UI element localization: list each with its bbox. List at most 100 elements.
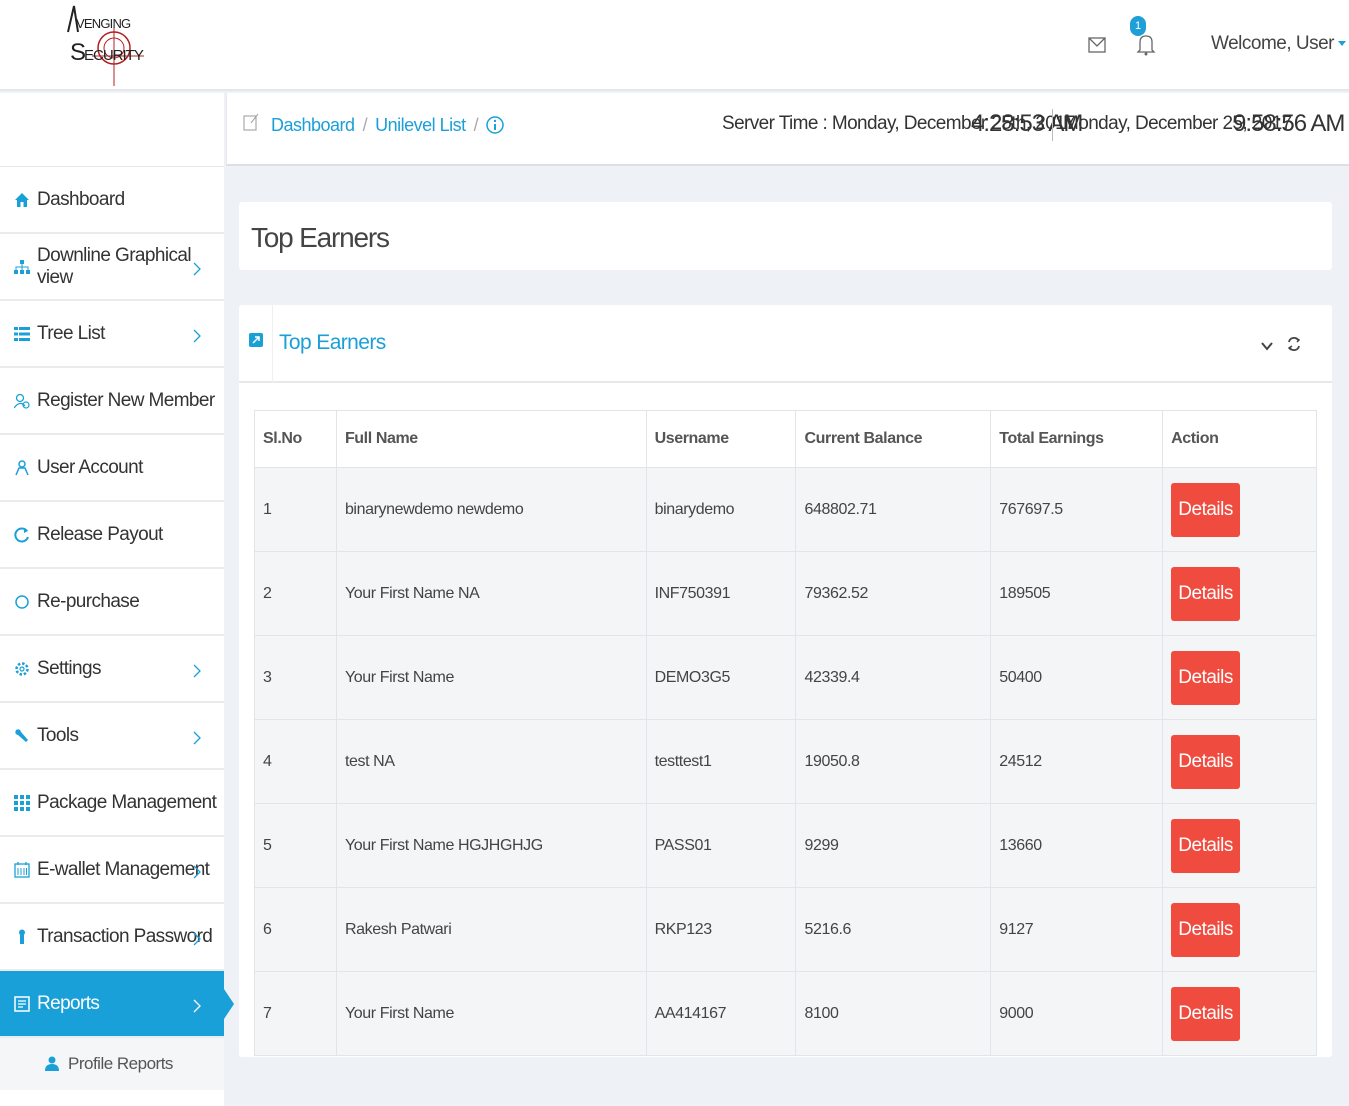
- cell-current-balance: 9299: [795, 803, 992, 888]
- cell-username: testtest1: [645, 719, 797, 804]
- sidebar-item-tree-list[interactable]: Tree List: [0, 301, 224, 368]
- report-icon: [14, 995, 30, 1012]
- chevron-right-icon: [192, 327, 202, 343]
- top-earners-portlet: Top Earners Sl.No Full Name Username Cur…: [239, 305, 1332, 1057]
- collapse-icon[interactable]: [1261, 339, 1273, 351]
- breadcrumb: Dashboard / Unilevel List /: [271, 115, 504, 136]
- sidebar-item-settings[interactable]: Settings: [0, 636, 224, 703]
- cell-total-earnings: 24512: [990, 719, 1164, 804]
- cell-total-earnings: 767697.5: [990, 467, 1164, 552]
- chevron-right-icon: [192, 260, 202, 276]
- chevron-right-icon: [192, 997, 202, 1013]
- edit-icon: [243, 113, 259, 131]
- details-button[interactable]: Details: [1171, 734, 1241, 789]
- calendar-icon: [14, 861, 30, 878]
- cell-slno: 5: [254, 803, 337, 888]
- cell-current-balance: 79362.52: [795, 551, 992, 636]
- table-header-row: Sl.No Full Name Username Current Balance…: [254, 410, 1317, 468]
- details-button[interactable]: Details: [1171, 566, 1241, 621]
- gear-icon: [14, 661, 30, 677]
- cell-slno: 3: [254, 635, 337, 720]
- breadcrumb-unilevel-list[interactable]: Unilevel List: [375, 115, 466, 135]
- sidebar-subitem-profile-reports[interactable]: Profile Reports: [0, 1038, 224, 1090]
- details-button[interactable]: Details: [1171, 986, 1241, 1041]
- sidebar-item-user-account[interactable]: User Account: [0, 435, 224, 502]
- sidebar-item-release-payout[interactable]: Release Payout: [0, 502, 224, 569]
- top-header: VENGING S ECURITY 1 Welcome, User: [0, 0, 1349, 91]
- cell-current-balance: 648802.71: [795, 467, 992, 552]
- logo-graphic: VENGING S ECURITY: [67, 5, 145, 86]
- sidebar-item-label: Re-purchase: [37, 590, 140, 612]
- sidebar-item-label: Tree List: [37, 322, 105, 344]
- details-button[interactable]: Details: [1171, 818, 1241, 873]
- header-current-balance[interactable]: Current Balance: [795, 410, 992, 468]
- key-icon: [14, 929, 30, 945]
- cell-total-earnings: 9000: [990, 971, 1164, 1056]
- local-date: Monday, December 25, 2017: [1063, 113, 1292, 134]
- sidebar-subitem-label: Profile Reports: [68, 1054, 173, 1073]
- cell-username: binarydemo: [645, 467, 797, 552]
- sidebar-item-transaction-password[interactable]: Transaction Password: [0, 904, 224, 971]
- cell-total-earnings: 13660: [990, 803, 1164, 888]
- welcome-text: Welcome, User: [1211, 33, 1335, 54]
- divider: [1052, 109, 1053, 141]
- chevron-right-icon: [192, 930, 202, 946]
- sidebar-item-reports[interactable]: Reports: [0, 971, 234, 1038]
- info-icon[interactable]: [486, 116, 504, 134]
- sidebar-top-spacer: [0, 93, 224, 167]
- sidebar-item-ewallet[interactable]: E-wallet Management: [0, 837, 224, 904]
- home-icon: [14, 192, 30, 208]
- sidebar-item-label: Dashboard: [37, 188, 125, 210]
- header-action: Action: [1162, 410, 1317, 468]
- cell-full-name: Your First Name: [335, 971, 647, 1056]
- sidebar-item-label: Reports: [37, 992, 100, 1014]
- svg-text:S: S: [70, 39, 85, 66]
- list-icon: [14, 326, 30, 342]
- breadcrumb-dashboard[interactable]: Dashboard: [271, 115, 355, 135]
- logo[interactable]: VENGING S ECURITY: [66, 4, 146, 88]
- details-button[interactable]: Details: [1171, 482, 1241, 537]
- share-icon: [249, 333, 263, 347]
- sidebar-item-label: Downline Graphical view: [37, 244, 192, 288]
- svg-text:ECURITY: ECURITY: [84, 47, 144, 64]
- user-add-icon: [14, 393, 30, 409]
- table-row: 4 test NA testtest1 19050.8 24512 Detail…: [254, 719, 1317, 804]
- mail-icon[interactable]: [1088, 36, 1106, 54]
- sidebar-item-repurchase[interactable]: Re-purchase: [0, 569, 224, 636]
- header-slno[interactable]: Sl.No: [254, 410, 337, 468]
- header-full-name[interactable]: Full Name: [335, 410, 647, 468]
- notification-badge: 1: [1130, 16, 1146, 36]
- cell-full-name: test NA: [335, 719, 647, 804]
- sidebar-item-label: Settings: [37, 657, 101, 679]
- table-row: 7 Your First Name AA414167 8100 9000 Det…: [254, 971, 1317, 1056]
- sidebar-item-package[interactable]: Package Management: [0, 770, 224, 837]
- cell-action: Details: [1162, 971, 1317, 1056]
- cell-current-balance: 19050.8: [795, 719, 992, 804]
- sidebar-item-tools[interactable]: Tools: [0, 703, 224, 770]
- sidebar-item-label: Package Management: [37, 791, 217, 813]
- top-earners-table: Sl.No Full Name Username Current Balance…: [254, 410, 1317, 1056]
- page-title-card: Top Earners: [239, 202, 1332, 270]
- cell-slno: 6: [254, 887, 337, 972]
- details-button[interactable]: Details: [1171, 650, 1241, 705]
- cell-full-name: Your First Name: [335, 635, 647, 720]
- refresh-icon: [14, 526, 30, 543]
- sidebar-item-downline[interactable]: Downline Graphical view: [0, 234, 224, 301]
- sidebar-item-label: Tools: [37, 724, 79, 746]
- cell-username: DEMO3G5: [645, 635, 797, 720]
- sidebar-item-register[interactable]: Register New Member: [0, 368, 224, 435]
- cell-slno: 2: [254, 551, 337, 636]
- cell-username: RKP123: [645, 887, 797, 972]
- user-menu[interactable]: Welcome, User: [1211, 33, 1347, 55]
- cell-action: Details: [1162, 887, 1317, 972]
- header-total-earnings[interactable]: Total Earnings: [990, 410, 1164, 468]
- header-username[interactable]: Username: [645, 410, 797, 468]
- sidebar-item-dashboard[interactable]: Dashboard: [0, 167, 224, 234]
- cell-username: PASS01: [645, 803, 797, 888]
- server-time: 4:28:53 AM: [971, 110, 1083, 137]
- person-icon: [44, 1056, 60, 1072]
- reload-icon[interactable]: [1287, 336, 1301, 352]
- notification-button[interactable]: 1: [1130, 14, 1160, 60]
- details-button[interactable]: Details: [1171, 902, 1241, 957]
- sidebar-item-label: Transaction Password: [37, 925, 213, 947]
